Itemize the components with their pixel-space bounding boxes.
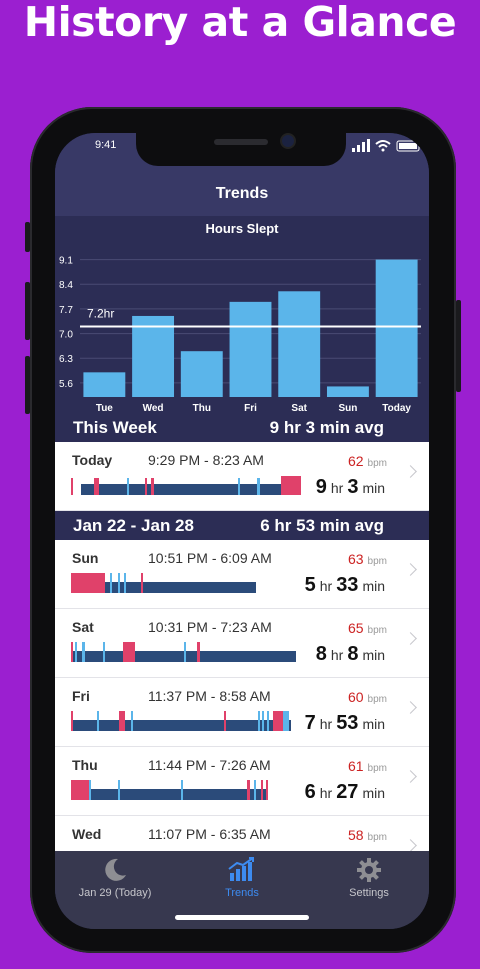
- chevron-right-icon: [404, 770, 417, 783]
- past-week-avg: 6 hr 53 min avg: [260, 516, 384, 535]
- y-tick-label: 9.1: [59, 256, 73, 267]
- row-bpm: 62 bpm: [347, 453, 387, 469]
- battery-icon: [396, 140, 422, 152]
- app-screen: 9:41 Trends Hours Slept 5.6 6.3 7.0 7.7 8.4 9…: [55, 133, 429, 929]
- row-duration: 6 hr 27 min: [304, 781, 385, 803]
- sleep-timeline: [71, 642, 296, 662]
- tab-today[interactable]: Jan 29 (Today): [55, 857, 175, 899]
- trend-chart-icon: [228, 857, 254, 881]
- this-week-avg: 9 hr 3 min avg: [269, 418, 384, 437]
- y-tick-label: 6.3: [59, 354, 73, 365]
- sleep-timeline: [71, 711, 291, 731]
- sleep-row-sun[interactable]: Sun 10:51 PM - 6:09 AM 63 bpm 5 hr 33 min: [55, 540, 429, 609]
- tab-label: Settings: [349, 887, 389, 899]
- row-bpm: 63 bpm: [347, 551, 387, 567]
- row-bpm: 65 bpm: [347, 620, 387, 636]
- row-duration: 8 hr 8 min: [315, 643, 385, 665]
- gear-icon: [357, 858, 381, 882]
- row-day: Wed: [72, 826, 102, 842]
- bar: [278, 291, 321, 397]
- row-day: Sun: [72, 550, 99, 566]
- bar: [326, 386, 369, 397]
- x-tick-label: Tue: [96, 403, 113, 414]
- notch: [136, 132, 346, 166]
- sleep-timeline: [71, 573, 256, 593]
- row-bpm: 60 bpm: [347, 689, 387, 705]
- signal-icon: [352, 139, 370, 152]
- sleep-timeline: [71, 780, 268, 800]
- bar: [83, 372, 126, 397]
- moon-icon: [105, 858, 126, 881]
- x-tick-label: Sun: [338, 403, 357, 414]
- this-week-header: This Week 9 hr 3 min avg: [55, 414, 429, 442]
- chevron-right-icon: [404, 563, 417, 576]
- y-tick-label: 7.7: [59, 305, 73, 316]
- x-tick-label: Today: [382, 403, 411, 414]
- home-indicator: [175, 915, 309, 920]
- mute-switch: [25, 222, 30, 252]
- row-day: Sat: [72, 619, 94, 635]
- sleep-row-today[interactable]: Today 9:29 PM - 8:23 AM 62 bpm 9 hr 3 min: [55, 442, 429, 511]
- x-tick-label: Thu: [193, 403, 211, 414]
- y-tick-label: 8.4: [59, 280, 73, 291]
- sleep-row-sat[interactable]: Sat 10:31 PM - 7:23 AM 65 bpm 8 hr 8 min: [55, 609, 429, 678]
- row-time-range: 11:07 PM - 6:35 AM: [148, 826, 271, 842]
- row-bpm: 58 bpm: [347, 827, 387, 843]
- y-tick-label: 5.6: [59, 379, 73, 390]
- chevron-right-icon: [404, 465, 417, 478]
- row-day: Fri: [72, 688, 90, 704]
- chart-title: Hours Slept: [205, 221, 279, 236]
- wifi-icon: [375, 140, 391, 152]
- tab-label: Trends: [225, 887, 259, 899]
- row-time-range: 11:44 PM - 7:26 AM: [148, 757, 271, 773]
- this-week-label: This Week: [73, 418, 157, 437]
- chevron-right-icon: [404, 632, 417, 645]
- row-day: Thu: [72, 757, 98, 773]
- row-bpm: 61 bpm: [347, 758, 387, 774]
- past-week-label: Jan 22 - Jan 28: [73, 516, 194, 535]
- x-tick-label: Sat: [291, 403, 307, 414]
- row-duration: 9 hr 3 min: [315, 476, 385, 498]
- sleep-timeline: [71, 476, 301, 495]
- average-label: 7.2hr: [87, 307, 114, 321]
- past-week-header: Jan 22 - Jan 28 6 hr 53 min avg: [55, 512, 429, 540]
- tab-trends[interactable]: Trends: [182, 857, 302, 899]
- volume-down-button: [25, 356, 30, 414]
- row-time-range: 9:29 PM - 8:23 AM: [148, 452, 264, 468]
- row-time-range: 10:31 PM - 7:23 AM: [148, 619, 272, 635]
- row-time-range: 11:37 PM - 8:58 AM: [148, 688, 271, 704]
- x-tick-label: Fri: [244, 403, 257, 414]
- speaker-grille: [214, 139, 268, 145]
- chevron-right-icon: [404, 839, 417, 852]
- bar: [132, 315, 175, 397]
- bar: [375, 259, 418, 397]
- tab-label: Jan 29 (Today): [78, 887, 152, 899]
- tab-settings[interactable]: Settings: [309, 857, 429, 899]
- status-time: 9:41: [95, 139, 117, 151]
- row-day: Today: [72, 452, 113, 468]
- y-tick-label: 7.0: [59, 330, 73, 341]
- x-tick-label: Wed: [143, 403, 164, 414]
- hours-slept-chart: 5.6 6.3 7.0 7.7 8.4 9.1 Tue Wed Thu Fri Sat Sun Toda…: [59, 256, 421, 414]
- headline: History at a Glance: [23, 0, 457, 46]
- bar: [180, 351, 223, 397]
- bar: [229, 301, 272, 397]
- front-camera: [282, 135, 294, 147]
- sleep-row-thu[interactable]: Thu 11:44 PM - 7:26 AM 61 bpm 6 hr 27 min: [55, 747, 429, 816]
- row-duration: 7 hr 53 min: [304, 712, 385, 734]
- sleep-row-fri[interactable]: Fri 11:37 PM - 8:58 AM 60 bpm 7 hr 53 min: [55, 678, 429, 747]
- power-button: [456, 300, 461, 392]
- status-icons: [352, 139, 422, 152]
- volume-up-button: [25, 282, 30, 340]
- row-duration: 5 hr 33 min: [304, 574, 385, 596]
- chevron-right-icon: [404, 701, 417, 714]
- nav-title: Trends: [215, 185, 269, 202]
- row-time-range: 10:51 PM - 6:09 AM: [148, 550, 272, 566]
